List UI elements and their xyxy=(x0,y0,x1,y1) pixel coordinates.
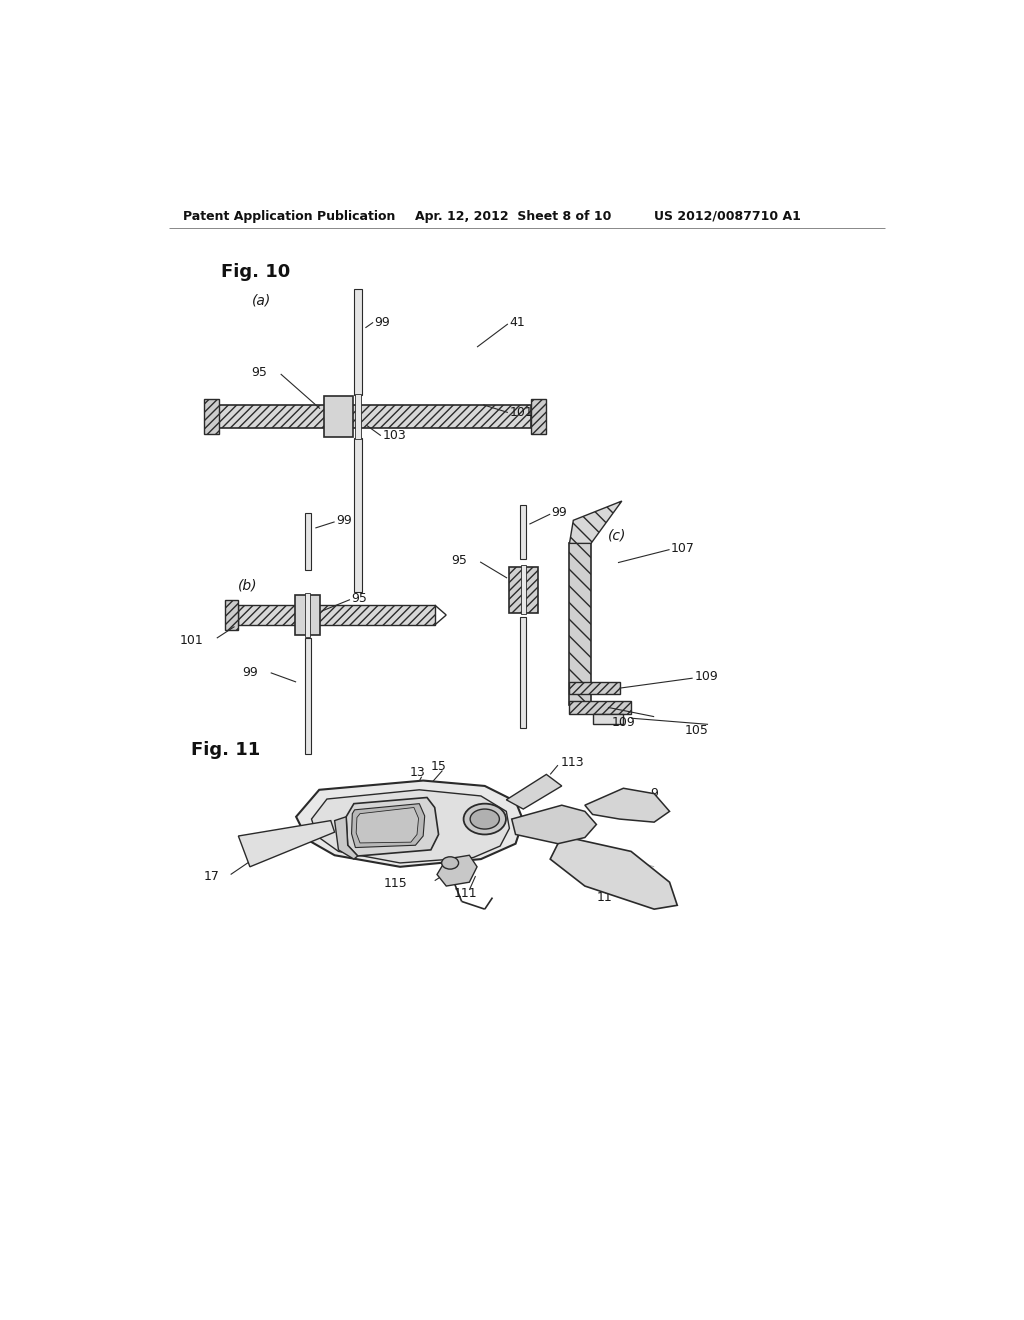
Bar xyxy=(521,565,525,614)
Polygon shape xyxy=(335,817,357,859)
Bar xyxy=(224,599,239,631)
Bar xyxy=(304,638,310,754)
Bar xyxy=(305,594,310,636)
Text: US 2012/0087710 A1: US 2012/0087710 A1 xyxy=(654,210,801,223)
Polygon shape xyxy=(550,836,677,909)
Text: 101: 101 xyxy=(509,407,534,418)
Bar xyxy=(531,399,547,434)
Text: 99: 99 xyxy=(552,506,567,519)
Bar xyxy=(354,289,361,395)
Text: 103: 103 xyxy=(382,429,407,442)
Bar xyxy=(569,682,620,694)
Polygon shape xyxy=(512,805,596,843)
Bar xyxy=(509,566,538,612)
Text: 109: 109 xyxy=(694,671,718,684)
Text: 107: 107 xyxy=(671,541,695,554)
Text: 41: 41 xyxy=(509,315,525,329)
Text: 15: 15 xyxy=(431,760,446,774)
Polygon shape xyxy=(346,797,438,855)
Text: Patent Application Publication: Patent Application Publication xyxy=(183,210,395,223)
Text: 95: 95 xyxy=(452,554,467,566)
Bar xyxy=(204,399,219,434)
Bar xyxy=(569,544,591,705)
Bar xyxy=(569,701,631,714)
Text: 13: 13 xyxy=(410,767,426,779)
Text: 17: 17 xyxy=(203,870,219,883)
Text: 99: 99 xyxy=(375,315,390,329)
Text: 113: 113 xyxy=(560,756,584,770)
Polygon shape xyxy=(351,804,425,847)
Bar xyxy=(324,396,353,437)
Bar xyxy=(520,616,526,729)
Text: 111: 111 xyxy=(454,887,477,900)
Text: 95: 95 xyxy=(351,591,368,605)
Text: Fig. 10: Fig. 10 xyxy=(221,264,291,281)
Text: (a): (a) xyxy=(252,294,270,308)
Text: (b): (b) xyxy=(239,578,258,593)
Bar xyxy=(354,438,361,591)
Text: 115: 115 xyxy=(384,878,408,890)
Text: (c): (c) xyxy=(608,529,627,543)
Ellipse shape xyxy=(441,857,459,869)
Bar xyxy=(295,595,319,635)
Polygon shape xyxy=(437,855,477,886)
Polygon shape xyxy=(585,788,670,822)
Bar xyxy=(593,714,624,725)
Text: Fig. 11: Fig. 11 xyxy=(190,741,260,759)
Polygon shape xyxy=(296,780,523,867)
Bar xyxy=(219,405,531,428)
Bar xyxy=(239,605,435,626)
Text: Apr. 12, 2012  Sheet 8 of 10: Apr. 12, 2012 Sheet 8 of 10 xyxy=(416,210,611,223)
Text: 99: 99 xyxy=(336,513,352,527)
Text: 101: 101 xyxy=(180,634,204,647)
Bar xyxy=(520,506,526,558)
Polygon shape xyxy=(239,821,335,867)
Polygon shape xyxy=(311,789,509,863)
Text: 11: 11 xyxy=(596,891,612,904)
Bar xyxy=(354,395,360,438)
Text: 109: 109 xyxy=(612,717,636,730)
Text: 95: 95 xyxy=(252,366,267,379)
Text: 9: 9 xyxy=(650,787,658,800)
Text: 99: 99 xyxy=(242,667,258,680)
Polygon shape xyxy=(506,775,562,809)
Text: 105: 105 xyxy=(685,723,709,737)
Bar xyxy=(304,512,310,570)
Polygon shape xyxy=(569,502,622,544)
Polygon shape xyxy=(356,808,419,843)
Ellipse shape xyxy=(464,804,506,834)
Ellipse shape xyxy=(470,809,500,829)
